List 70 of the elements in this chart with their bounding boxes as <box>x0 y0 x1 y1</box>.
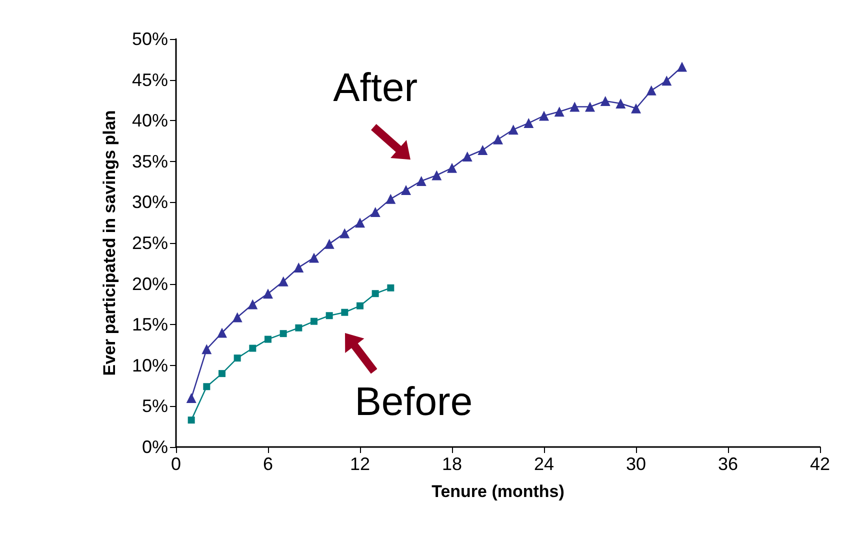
point <box>280 330 287 338</box>
point <box>188 416 195 424</box>
point <box>309 252 319 263</box>
point <box>631 103 641 114</box>
x-axis-title: Tenure (months) <box>432 482 564 501</box>
point <box>370 206 380 217</box>
x-tick-label: 42 <box>810 454 830 474</box>
point <box>232 312 242 322</box>
x-tick-label: 36 <box>718 454 738 474</box>
x-tick-label: 30 <box>626 454 646 474</box>
point <box>554 106 564 117</box>
point <box>585 102 595 112</box>
point <box>249 344 256 352</box>
point <box>372 290 379 298</box>
point <box>677 62 687 72</box>
point <box>386 194 396 204</box>
point <box>570 102 580 112</box>
point <box>217 328 227 338</box>
point <box>278 276 288 286</box>
point <box>478 144 488 155</box>
series-label: After <box>333 66 418 110</box>
x-tick-label: 0 <box>170 454 182 474</box>
series-label: Before <box>354 380 473 424</box>
point <box>202 344 212 354</box>
y-tick-label: 25% <box>132 233 168 253</box>
point <box>263 288 273 299</box>
x-tick-label: 24 <box>534 454 554 474</box>
y-tick-label: 35% <box>132 151 168 172</box>
point <box>203 383 210 390</box>
point <box>186 393 196 404</box>
point <box>662 76 672 86</box>
y-tick-label: 20% <box>132 274 168 294</box>
point <box>401 184 411 195</box>
point <box>600 96 610 106</box>
point <box>416 176 426 186</box>
point <box>248 299 258 310</box>
y-tick-label: 30% <box>132 192 168 212</box>
y-tick-label: 0% <box>142 437 168 457</box>
point <box>295 324 302 332</box>
point <box>324 238 334 249</box>
point <box>234 354 241 362</box>
point <box>508 124 518 135</box>
y-tick-label: 40% <box>132 110 168 131</box>
point <box>264 336 272 343</box>
point <box>310 318 318 325</box>
point <box>432 170 442 180</box>
point <box>218 370 226 378</box>
y-tick-label: 5% <box>142 396 168 416</box>
point <box>524 118 534 128</box>
point <box>294 262 304 272</box>
y-axis-title: Ever participated in savings plan <box>100 110 119 376</box>
y-tick-label: 45% <box>132 70 168 90</box>
point <box>462 152 472 162</box>
y-tick-label: 15% <box>132 314 168 335</box>
x-tick-label: 12 <box>350 454 370 474</box>
x-tick-label: 6 <box>262 454 274 474</box>
point <box>356 302 364 310</box>
point <box>340 228 350 238</box>
point <box>355 218 365 228</box>
point <box>646 85 656 96</box>
point <box>326 312 333 320</box>
point <box>539 110 549 121</box>
point <box>616 98 626 108</box>
point <box>447 162 457 173</box>
point <box>387 284 394 292</box>
point <box>493 134 503 144</box>
x-tick-label: 18 <box>442 454 462 474</box>
y-tick-label: 50% <box>132 29 168 49</box>
y-tick-label: 10% <box>132 355 168 376</box>
point <box>341 308 348 316</box>
